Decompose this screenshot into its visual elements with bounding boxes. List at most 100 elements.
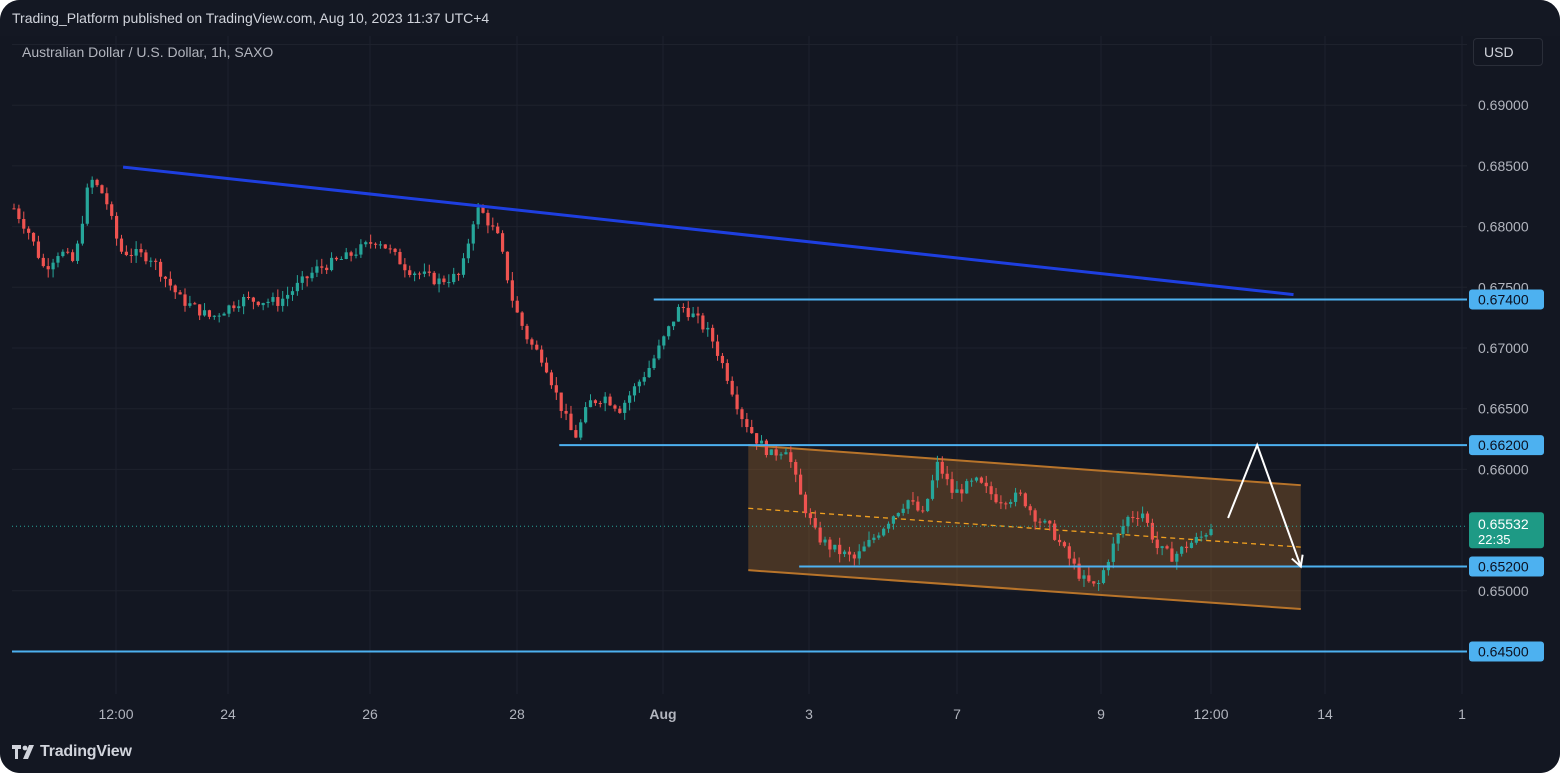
candle-body xyxy=(896,512,900,517)
candle-body xyxy=(80,223,84,244)
candle-body xyxy=(945,473,949,480)
candle-body xyxy=(95,179,99,186)
candle-body xyxy=(422,271,426,274)
level-badge-label: 0.66200 xyxy=(1478,437,1529,453)
candle-body xyxy=(349,252,353,256)
candle-body xyxy=(1180,546,1184,554)
candle-body xyxy=(574,430,578,438)
candle-body xyxy=(930,480,935,499)
candle-body xyxy=(1077,563,1081,579)
footer xyxy=(0,733,1560,773)
candle-body xyxy=(1209,529,1213,536)
candle-body xyxy=(1062,542,1067,547)
level-badge xyxy=(1469,289,1544,310)
candle-body xyxy=(564,410,568,414)
candle-body xyxy=(207,310,212,317)
candle-body xyxy=(66,251,70,253)
candle-body xyxy=(408,270,412,276)
y-tick-label: 0.69000 xyxy=(1478,97,1529,113)
candle-body xyxy=(769,449,773,456)
candle-body xyxy=(22,219,26,229)
candle-body xyxy=(1028,506,1032,511)
candle-body xyxy=(774,449,778,456)
candle-body xyxy=(158,261,163,277)
level-badge-label: 0.65200 xyxy=(1478,559,1529,575)
candle-body xyxy=(549,372,554,386)
candle-body xyxy=(403,264,407,271)
candle-body xyxy=(842,551,847,555)
candle-body xyxy=(847,551,852,555)
chart-area[interactable]: 0.695000.690000.685000.680000.675000.670… xyxy=(12,36,1548,730)
currency-button[interactable]: USD xyxy=(1473,38,1543,66)
candle-body xyxy=(608,396,612,406)
candle-body xyxy=(168,278,172,286)
candle-body xyxy=(36,241,41,258)
candle-body xyxy=(457,273,461,275)
candle-body xyxy=(334,257,339,260)
candle-body xyxy=(115,215,119,239)
x-tick-label: 14 xyxy=(1317,706,1333,722)
candle-body xyxy=(173,285,177,293)
candle-body xyxy=(300,276,304,283)
candle-body xyxy=(628,395,632,403)
candle-body xyxy=(119,238,124,252)
candle-body xyxy=(232,305,236,309)
candle-body xyxy=(994,494,998,503)
channel-upper-line xyxy=(748,444,1301,487)
candle-body xyxy=(305,276,309,279)
candle-body xyxy=(1053,523,1057,540)
candle-body xyxy=(696,313,700,316)
candle-body xyxy=(632,386,637,396)
candle-body xyxy=(432,272,436,285)
candle-body xyxy=(261,302,265,306)
candle-body xyxy=(212,315,216,317)
candle-body xyxy=(584,407,588,423)
candle-body xyxy=(481,207,485,213)
candle-body xyxy=(178,292,182,295)
candle-body xyxy=(789,452,793,463)
candle-body xyxy=(388,248,392,250)
candle-body xyxy=(1199,536,1203,538)
candle-body xyxy=(799,474,803,495)
candle-body xyxy=(593,400,597,404)
y-tick-label: 0.67000 xyxy=(1478,340,1529,356)
candle-body xyxy=(281,298,285,306)
tradingview-logo-icon[interactable] xyxy=(12,744,38,760)
candle-body xyxy=(1023,493,1027,507)
candle-body xyxy=(735,394,739,410)
candle-body xyxy=(730,380,734,395)
candle-body xyxy=(823,539,827,543)
candle-body xyxy=(691,313,695,318)
candle-body xyxy=(1116,533,1120,544)
candle-body xyxy=(251,297,255,302)
candle-body xyxy=(1072,558,1076,564)
tradingview-brand[interactable]: TradingView xyxy=(40,743,132,760)
candle-body xyxy=(530,339,534,345)
candle-body xyxy=(129,255,133,257)
candle-body xyxy=(667,326,671,337)
candle-body xyxy=(901,508,905,513)
candle-body xyxy=(794,462,798,475)
candle-body xyxy=(965,481,969,494)
candle-body xyxy=(979,477,983,483)
y-tick-label: 0.66500 xyxy=(1478,401,1529,417)
candle-body xyxy=(759,440,764,444)
price-chart[interactable]: 0.695000.690000.685000.680000.675000.670… xyxy=(12,36,1548,730)
candle-body xyxy=(911,500,915,502)
candle-body xyxy=(1111,543,1115,562)
y-tick-label: 0.68000 xyxy=(1478,219,1529,235)
candle-body xyxy=(227,305,231,314)
candle-body xyxy=(613,405,617,409)
candle-body xyxy=(51,262,55,270)
candle-body xyxy=(974,477,979,481)
candle-body xyxy=(1043,520,1047,523)
candle-body xyxy=(359,244,363,255)
candle-body xyxy=(891,516,896,524)
candle-body xyxy=(520,312,524,326)
candle-body xyxy=(852,554,856,559)
candle-body xyxy=(41,257,45,267)
candle-body xyxy=(290,291,295,295)
candle-body xyxy=(496,226,500,234)
candle-body xyxy=(325,267,329,271)
